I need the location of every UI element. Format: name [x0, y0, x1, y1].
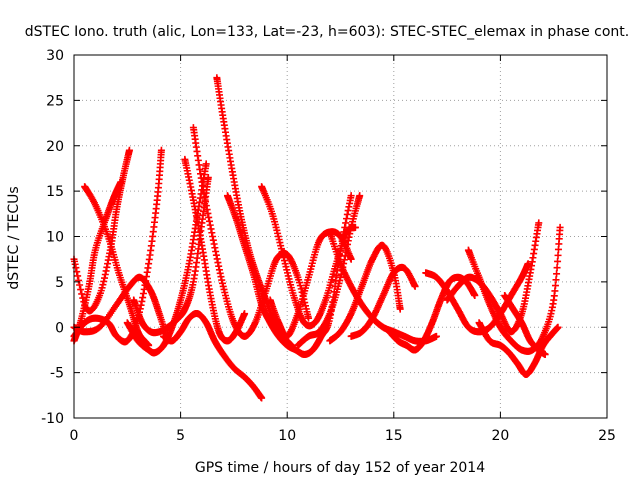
data-point: [305, 314, 313, 322]
data-point: [553, 270, 561, 278]
data-point: [411, 282, 419, 290]
data-point: [76, 281, 84, 289]
data-point: [204, 174, 212, 182]
series-arc-11: [189, 124, 313, 340]
data-point: [72, 264, 80, 272]
data-point: [535, 219, 543, 227]
data-point: [77, 286, 85, 294]
data-point: [74, 272, 82, 280]
chart-title: dSTEC Iono. truth (alic, Lon=133, Lat=-2…: [25, 24, 629, 40]
series-arc-1: [70, 146, 133, 315]
series-arc-4: [70, 146, 165, 346]
x-axis-label: GPS time / hours of day 152 of year 2014: [195, 460, 485, 476]
x-tick-label: 25: [598, 428, 616, 444]
data-point: [99, 281, 107, 289]
data-point: [552, 276, 560, 284]
x-tick-label: 20: [491, 428, 509, 444]
data-point: [554, 251, 562, 259]
y-tick-label: -10: [41, 411, 64, 427]
data-point: [117, 178, 125, 186]
y-tick-label: -5: [50, 366, 64, 382]
data-point: [296, 282, 304, 290]
series-arc-15: [294, 192, 364, 349]
data-point: [347, 192, 355, 200]
data-point: [202, 160, 210, 168]
y-tick-label: 15: [46, 184, 64, 200]
data-point: [554, 323, 562, 331]
series-arc-24: [501, 291, 549, 358]
series-arc-9: [160, 309, 266, 402]
y-axis-label: dSTEC / TECUs: [6, 186, 22, 289]
y-tick-label: 5: [55, 275, 64, 291]
series-arc-7: [130, 174, 212, 337]
series-arc-18: [347, 263, 419, 340]
y-tick-label: 30: [46, 48, 64, 64]
series-arc-17: [326, 241, 404, 345]
x-tick-label: 5: [176, 428, 185, 444]
data-point: [75, 276, 83, 284]
data-point: [347, 255, 355, 263]
series-arc-22: [464, 223, 564, 355]
data-point: [125, 146, 133, 154]
series-arc-8: [181, 155, 249, 345]
series-arc-19: [386, 273, 479, 354]
y-tick-label: 25: [46, 93, 64, 109]
data-point: [432, 332, 440, 340]
data-point: [553, 264, 561, 272]
data-point: [556, 223, 564, 231]
series-arc-10: [213, 74, 295, 349]
series-arc-3: [81, 183, 153, 349]
series-layer: [70, 74, 564, 402]
x-tick-label: 10: [278, 428, 296, 444]
y-tick-label: 10: [46, 230, 64, 246]
series-arc-6: [123, 160, 210, 357]
y-tick-label: 20: [46, 139, 64, 155]
data-point: [554, 257, 562, 265]
x-tick-label: 0: [70, 428, 79, 444]
data-point: [471, 291, 479, 299]
data-point: [241, 310, 249, 318]
data-point: [100, 277, 108, 285]
data-point: [258, 394, 266, 402]
x-tick-label: 15: [385, 428, 403, 444]
data-point: [541, 350, 549, 358]
ticks: 0 5 10 15 20 25 -10 -5 0 5 10 15 20 25 30: [41, 48, 616, 444]
series-arc-13: [258, 183, 359, 330]
y-tick-label: 0: [55, 320, 64, 336]
data-point: [157, 146, 165, 154]
data-point: [396, 305, 404, 313]
data-point: [342, 219, 350, 227]
data-point: [356, 192, 364, 200]
data-point: [343, 210, 351, 218]
data-point: [342, 215, 350, 223]
